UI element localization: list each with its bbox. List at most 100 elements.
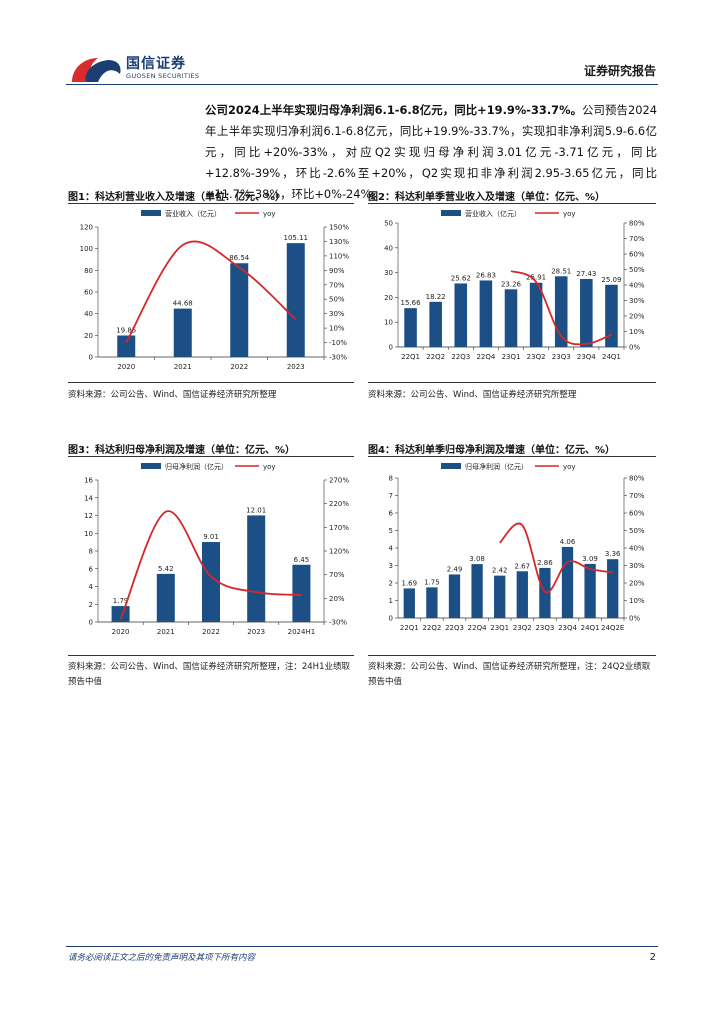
bar <box>471 564 483 618</box>
bar <box>286 243 305 357</box>
right-axis-tick-label: 50% <box>629 266 645 274</box>
bar-data-label: 15.66 <box>401 299 422 307</box>
summary-text: 公司预告2024年上半年实现归净利润6.1-6.8亿元，同比+19.9%-33.… <box>205 103 657 201</box>
bar <box>529 282 543 347</box>
bar <box>403 588 415 618</box>
left-axis-tick-label: 60 <box>84 289 93 297</box>
figure-1-source: 资料来源：公司公告、Wind、国信证券经济研究所整理 <box>68 390 277 400</box>
left-axis-tick-label: 120 <box>80 224 93 232</box>
left-axis-tick-label: 40 <box>84 310 93 318</box>
left-axis-tick-label: 4 <box>389 545 394 553</box>
x-axis-tick-label: 22Q1 <box>400 624 419 632</box>
yoy-line <box>510 270 612 346</box>
x-axis-tick-label: 23Q1 <box>490 624 509 632</box>
right-axis-tick-label: 30% <box>629 297 645 305</box>
x-axis-tick-label: 23Q1 <box>502 353 521 361</box>
right-axis-tick-label: 60% <box>629 510 645 518</box>
legend-swatch-bar <box>441 210 461 216</box>
x-axis-tick-label: 24Q1 <box>581 624 600 632</box>
left-axis-tick-label: 1 <box>389 597 393 605</box>
bar-data-label: 12.01 <box>246 506 266 514</box>
left-axis-tick-label: 8 <box>389 475 393 483</box>
left-axis-tick-label: 10 <box>384 319 393 327</box>
right-axis-tick-label: 150% <box>329 224 349 232</box>
bar <box>504 289 518 347</box>
left-axis-tick-label: 0 <box>389 615 393 623</box>
legend-label-bar: 营业收入（亿元） <box>165 209 221 218</box>
bar-data-label: 25.62 <box>451 274 471 282</box>
bar <box>230 263 249 357</box>
bar <box>404 308 417 347</box>
figure-3-bottom-rule <box>68 655 354 656</box>
bar-data-label: 28.51 <box>551 267 571 275</box>
bar-data-label: 27.43 <box>576 270 596 278</box>
legend-label-line: yoy <box>563 463 576 471</box>
bar-data-label: 3.36 <box>605 550 621 558</box>
right-axis-tick-label: 70% <box>629 235 645 243</box>
right-axis-tick-label: 30% <box>329 310 345 318</box>
bar-data-label: 86.54 <box>229 254 250 262</box>
footer-disclaimer: 请务必阅读正文之后的免责声明及其项下所有内容 <box>68 953 256 963</box>
right-axis-tick-label: 50% <box>629 527 645 535</box>
right-axis-tick-label: 120% <box>329 548 349 556</box>
figure-2-bottom-rule <box>368 382 656 383</box>
right-axis-tick-label: 220% <box>329 500 349 508</box>
left-axis-tick-label: 2 <box>389 580 393 588</box>
left-axis-tick-label: 80 <box>84 267 93 275</box>
left-axis-tick-label: 7 <box>389 492 393 500</box>
bar <box>479 280 493 347</box>
right-axis-tick-label: 20% <box>329 595 345 603</box>
left-axis-tick-label: 0 <box>89 619 93 627</box>
bar-data-label: 3.08 <box>469 555 485 563</box>
legend-label-line: yoy <box>563 210 576 218</box>
right-axis-tick-label: 40% <box>629 282 645 290</box>
legend-label-line: yoy <box>263 210 276 218</box>
bar <box>173 308 192 357</box>
bar-data-label: 25.09 <box>601 276 621 284</box>
x-axis-tick-label: 22Q4 <box>468 624 487 632</box>
figure-2-rule <box>368 203 656 204</box>
bar <box>247 515 266 622</box>
left-axis-tick-label: 30 <box>384 269 393 277</box>
bar-data-label: 19.85 <box>116 326 136 334</box>
x-axis-tick-label: 23Q3 <box>535 624 554 632</box>
right-axis-tick-label: 110% <box>329 252 349 260</box>
x-axis-tick-label: 22Q2 <box>422 624 441 632</box>
bar <box>292 564 311 622</box>
figure-3-title: 图3：科达利归母净利润及增速（单位：亿元、%） <box>68 445 295 456</box>
x-axis-tick-label: 2022 <box>202 628 220 636</box>
bar-data-label: 6.45 <box>294 556 310 564</box>
x-axis-tick-label: 23Q2 <box>513 624 532 632</box>
right-axis-tick-label: 40% <box>629 545 645 553</box>
figure-2-title: 图2：科达利单季营业收入及增速（单位：亿元、%） <box>368 192 605 203</box>
left-axis-tick-label: 2 <box>89 601 93 609</box>
bar <box>117 335 136 357</box>
right-axis-tick-label: 70% <box>329 571 345 579</box>
bar-data-label: 2.42 <box>492 567 508 575</box>
legend-label-bar: 归母净利润（亿元） <box>465 462 528 471</box>
left-axis-tick-label: 14 <box>84 494 93 502</box>
bar <box>426 587 438 618</box>
right-axis-tick-label: 10% <box>629 597 645 605</box>
figure-3-source: 资料来源：公司公告、Wind、国信证券经济研究所整理，注：24H1业绩取预告中值 <box>68 662 350 687</box>
right-axis-tick-label: 70% <box>629 492 645 500</box>
bar <box>516 571 528 618</box>
right-axis-tick-label: 270% <box>329 477 349 485</box>
bar-data-label: 18.22 <box>426 293 446 301</box>
right-axis-tick-label: 20% <box>629 580 645 588</box>
x-axis-tick-label: 2020 <box>117 363 135 371</box>
x-axis-tick-label: 2020 <box>112 628 130 636</box>
x-axis-tick-label: 2021 <box>174 363 192 371</box>
report-type: 证券研究报告 <box>583 64 656 78</box>
right-axis-tick-label: 30% <box>629 562 645 570</box>
legend-swatch-bar <box>141 463 161 469</box>
yoy-line <box>499 522 613 594</box>
chart-revenue-annual: 营业收入（亿元） yoy 0 20 40 60 80 100 120 -30% -10% 10% 30%… <box>80 209 350 371</box>
x-axis-tick-label: 22Q4 <box>476 353 495 361</box>
x-axis-tick-label: 23Q4 <box>558 624 577 632</box>
bar <box>584 563 596 618</box>
figure-4-bottom-rule <box>368 655 656 656</box>
legend-swatch-bar <box>441 463 461 469</box>
bar-data-label: 1.79 <box>113 597 129 605</box>
yoy-line <box>119 510 302 620</box>
